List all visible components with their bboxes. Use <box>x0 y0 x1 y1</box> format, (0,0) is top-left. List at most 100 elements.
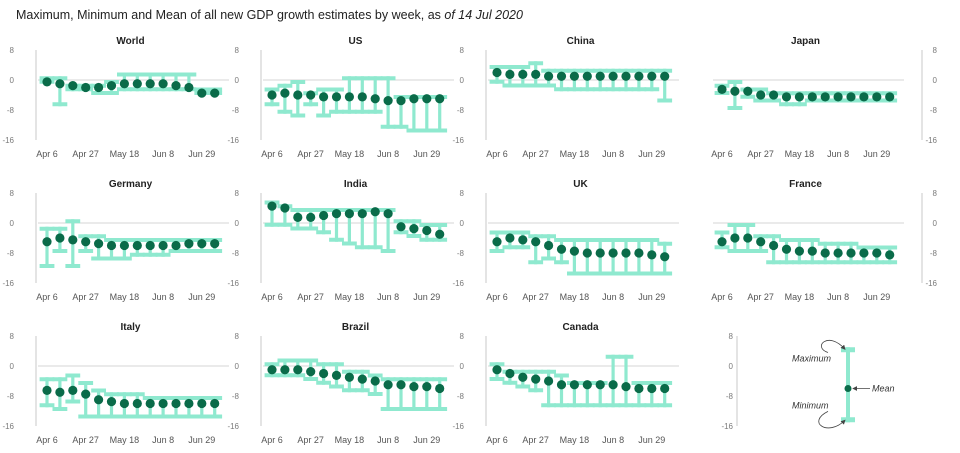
panel-title-india: India <box>344 179 368 190</box>
range-cap-min <box>129 252 145 257</box>
range-cap-max <box>515 369 531 374</box>
range-cap-max <box>155 238 171 242</box>
x-tick-label: Apr 27 <box>747 292 774 302</box>
y-tick-label: -16 <box>2 136 14 145</box>
range-cap-max <box>52 377 68 382</box>
range-cap-max <box>502 230 518 235</box>
range-cap-max <box>779 238 794 242</box>
mean-point <box>94 82 104 93</box>
panel-title-france: France <box>789 179 822 190</box>
range-cap-min <box>207 414 223 419</box>
panel-title-china: China <box>567 36 595 47</box>
mean-point <box>647 250 657 260</box>
range-cap-min <box>740 249 756 253</box>
range-cap-max <box>277 83 293 88</box>
range-bar <box>425 95 429 133</box>
range-cap-min <box>367 392 383 396</box>
range-cap-max <box>432 223 448 227</box>
x-tick-label: May 18 <box>335 292 365 302</box>
x-tick-label: Apr 27 <box>72 292 99 302</box>
legend-minimum-label: Minimum <box>792 400 829 410</box>
range-bar <box>322 208 326 235</box>
range-cap-min <box>316 113 331 118</box>
range-cap-max <box>579 68 595 73</box>
range-cap-max <box>380 76 396 81</box>
range-cap-max <box>605 238 621 242</box>
range-cap-max <box>367 373 383 378</box>
range-cap-min <box>277 373 293 378</box>
legend-mean-point <box>844 385 852 392</box>
mean-point <box>370 207 380 217</box>
range-cap-min <box>631 87 647 92</box>
y-tick-label: -8 <box>930 106 938 115</box>
range-cap-max <box>65 373 81 378</box>
range-cap-max <box>303 208 319 212</box>
range-bar <box>283 204 287 227</box>
range-cap-max <box>354 76 370 81</box>
range-bar <box>322 87 326 118</box>
y-tick-label: 0 <box>10 219 15 228</box>
x-tick-label: May 18 <box>560 149 590 159</box>
range-bar <box>663 68 667 103</box>
range-bar <box>187 72 191 92</box>
y-tick-label: 8 <box>933 46 938 55</box>
range-cap-max <box>393 377 409 382</box>
range-cap-min <box>52 407 68 411</box>
range-cap-max <box>618 68 634 73</box>
mean-point <box>569 246 580 256</box>
range-cap-max <box>78 381 94 385</box>
range-cap-max <box>65 219 81 224</box>
range-cap-max <box>592 68 608 73</box>
y-tick-label: -16 <box>925 279 937 288</box>
range-cap-min <box>644 403 660 408</box>
range-cap-max <box>419 377 435 382</box>
range-bar <box>559 373 564 408</box>
range-cap-max <box>155 72 171 77</box>
x-tick-label: Jun 8 <box>827 292 849 302</box>
mean-point <box>42 385 52 395</box>
range-cap-min <box>393 230 409 235</box>
x-tick-label: Jun 8 <box>602 149 624 159</box>
range-cap-min <box>579 87 595 92</box>
range-bar <box>334 208 339 242</box>
y-tick-label: 8 <box>10 46 15 55</box>
range-cap-max <box>528 234 544 239</box>
y-tick-label: -8 <box>457 249 465 258</box>
x-tick-label: Jun 8 <box>602 435 624 445</box>
legend-y-tick: 0 <box>729 362 734 371</box>
mean-point <box>794 246 805 256</box>
mean-point <box>544 240 554 251</box>
panel-title-us: US <box>349 36 363 47</box>
mean-point <box>383 380 393 390</box>
range-cap-max <box>631 238 647 242</box>
range-bar <box>572 381 576 408</box>
x-tick-label: Jun 29 <box>413 292 440 302</box>
range-cap-min <box>329 384 344 389</box>
y-tick-label: -8 <box>232 249 240 258</box>
range-cap-min <box>592 87 608 92</box>
range-cap-max <box>817 241 833 246</box>
range-cap-min <box>78 249 94 253</box>
mean-point <box>730 233 740 243</box>
range-cap-min <box>78 414 94 419</box>
mean-point <box>68 235 78 245</box>
mean-point <box>582 380 592 390</box>
x-tick-label: Jun 8 <box>152 292 174 302</box>
mean-point <box>184 239 194 249</box>
mean-point <box>158 240 168 251</box>
range-cap-min <box>406 407 422 411</box>
range-cap-max <box>316 208 331 212</box>
range-cap-min <box>194 249 210 253</box>
mean-point <box>647 71 657 81</box>
x-tick-label: Jun 29 <box>188 292 215 302</box>
mean-point <box>293 365 303 375</box>
range-cap-min <box>567 87 582 92</box>
mean-point <box>267 201 277 211</box>
x-tick-label: Jun 8 <box>377 435 399 445</box>
mean-point <box>132 79 142 89</box>
range-cap-max <box>406 219 422 224</box>
range-cap-min <box>631 403 647 408</box>
panel-title-uk: UK <box>573 179 588 190</box>
mean-point <box>492 67 502 78</box>
range-cap-max <box>91 388 106 393</box>
